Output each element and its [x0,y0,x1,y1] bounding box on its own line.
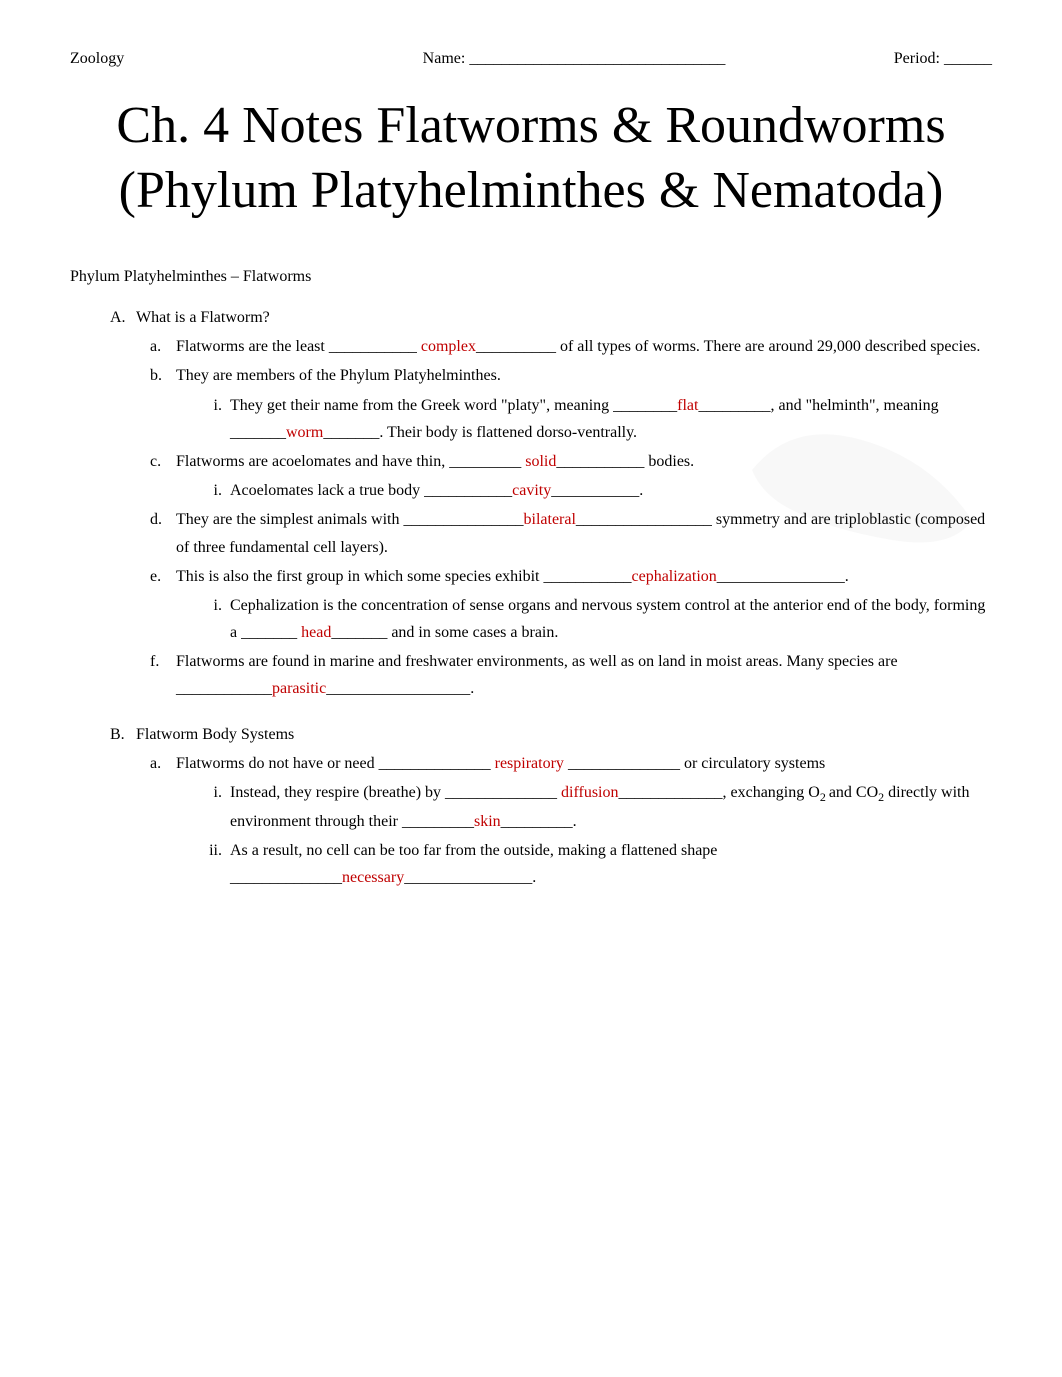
marker-A-c-i: i. [200,477,230,504]
answer-diffusion: diffusion [561,784,618,801]
item-A-e-i: i. Cephalization is the concentration of… [200,592,992,646]
item-A-c: c. Flatworms are acoelomates and have th… [150,448,992,475]
name-field-label: Name: ________________________________ [124,50,894,68]
outline-content: A. What is a Flatworm? a. Flatworms are … [70,304,992,891]
answer-head: head [301,624,331,641]
answer-respiratory: respiratory [495,755,564,772]
answer-flat: flat [677,397,698,414]
text-A-e-i: Cephalization is the concentration of se… [230,592,992,646]
answer-parasitic: parasitic [272,680,326,697]
subject-label: Zoology [70,50,124,68]
section-heading: Phylum Platyhelminthes – Flatworms [70,268,992,286]
answer-skin: skin [474,813,501,830]
marker-A-e: e. [150,563,176,590]
item-A-e: e. This is also the first group in which… [150,563,992,590]
text-A-c-i: Acoelomates lack a true body ___________… [230,477,992,504]
answer-solid: solid [525,453,556,470]
title-line-1: Ch. 4 Notes Flatworms & Roundworms [116,97,945,154]
item-A: A. What is a Flatworm? [110,304,992,331]
marker-B-a: a. [150,750,176,777]
marker-A-f: f. [150,648,176,702]
marker-B-a-i: i. [200,779,230,835]
marker-A-b: b. [150,362,176,389]
title-line-2: (Phylum Platyhelminthes & Nematoda) [119,162,944,219]
text-B: Flatworm Body Systems [136,721,992,748]
item-B: B. Flatworm Body Systems [110,721,992,748]
text-A-f: Flatworms are found in marine and freshw… [176,648,992,702]
item-B-a: a. Flatworms do not have or need _______… [150,750,992,777]
item-A-b: b. They are members of the Phylum Platyh… [150,362,992,389]
text-B-a-i: Instead, they respire (breathe) by _____… [230,779,992,835]
answer-necessary: necessary [342,869,404,886]
text-A-d: They are the simplest animals with _____… [176,506,992,560]
marker-A-c: c. [150,448,176,475]
item-A-a: a. Flatworms are the least ___________ c… [150,333,992,360]
item-A-b-i: i. They get their name from the Greek wo… [200,392,992,446]
item-A-c-i: i. Acoelomates lack a true body ________… [200,477,992,504]
answer-cavity: cavity [512,482,551,499]
item-B-a-ii: ii. As a result, no cell can be too far … [200,837,992,891]
text-A-a: Flatworms are the least ___________ comp… [176,333,992,360]
text-A-b: They are members of the Phylum Platyhelm… [176,362,992,389]
marker-A-d: d. [150,506,176,560]
answer-bilateral: bilateral [524,511,576,528]
marker-A: A. [110,304,136,331]
text-A-b-i: They get their name from the Greek word … [230,392,992,446]
marker-B-a-ii: ii. [200,837,230,891]
document-title: Ch. 4 Notes Flatworms & Roundworms (Phyl… [70,93,992,223]
text-A: What is a Flatworm? [136,304,992,331]
item-A-d: d. They are the simplest animals with __… [150,506,992,560]
marker-B: B. [110,721,136,748]
item-A-f: f. Flatworms are found in marine and fre… [150,648,992,702]
text-A-e: This is also the first group in which so… [176,563,992,590]
marker-A-b-i: i. [200,392,230,446]
text-A-c: Flatworms are acoelomates and have thin,… [176,448,992,475]
text-B-a: Flatworms do not have or need __________… [176,750,992,777]
answer-cephalization: cephalization [632,568,717,585]
answer-worm: worm [286,424,323,441]
marker-A-a: a. [150,333,176,360]
item-B-a-i: i. Instead, they respire (breathe) by __… [200,779,992,835]
answer-complex: complex [421,338,476,355]
period-field-label: Period: ______ [894,50,992,68]
page-header: Zoology Name: __________________________… [70,50,992,68]
marker-A-e-i: i. [200,592,230,646]
text-B-a-ii: As a result, no cell can be too far from… [230,837,992,891]
